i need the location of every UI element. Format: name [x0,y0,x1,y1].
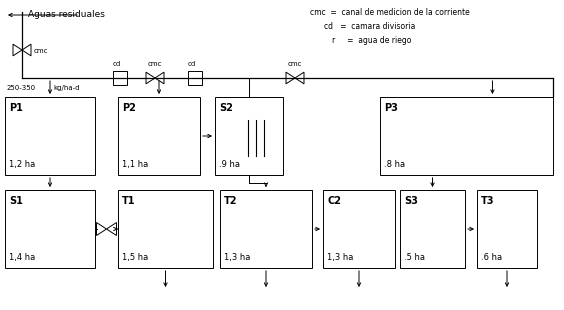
Polygon shape [146,72,155,84]
Bar [477,190,537,268]
Text: r     =  agua de riego: r = agua de riego [332,36,411,45]
Bar [113,71,127,85]
Text: P2: P2 [122,103,136,113]
Bar [220,190,312,268]
Text: 1,1 ha: 1,1 ha [122,160,148,169]
Polygon shape [286,72,295,84]
Text: S3: S3 [404,196,418,206]
Bar [118,190,213,268]
Text: .8 ha: .8 ha [384,160,405,169]
Text: cmc: cmc [34,48,49,54]
Polygon shape [295,72,304,84]
Text: T2: T2 [224,196,237,206]
Bar [5,190,95,268]
Text: .9 ha: .9 ha [219,160,240,169]
Bar [5,97,95,175]
Text: cmc: cmc [148,61,162,67]
Polygon shape [96,223,107,236]
Text: 1,4 ha: 1,4 ha [9,253,35,262]
Text: C2: C2 [327,196,341,206]
Text: P1: P1 [9,103,23,113]
Bar [215,97,283,175]
Text: .6 ha: .6 ha [481,253,502,262]
Text: Aguas residuales: Aguas residuales [28,10,105,19]
Text: P3: P3 [384,103,398,113]
Bar [188,71,202,85]
Text: cd: cd [188,61,196,67]
Text: 1,3 ha: 1,3 ha [224,253,250,262]
Text: 1,2 ha: 1,2 ha [9,160,35,169]
Text: kg/ha-d: kg/ha-d [53,85,80,91]
Text: 1,5 ha: 1,5 ha [122,253,148,262]
Bar [400,190,465,268]
Text: T3: T3 [481,196,495,206]
Text: cmc: cmc [288,61,302,67]
Bar [118,97,200,175]
Polygon shape [155,72,164,84]
Text: S1: S1 [9,196,23,206]
Text: S2: S2 [219,103,233,113]
Text: 250-350: 250-350 [7,85,36,91]
Bar [323,190,395,268]
Text: T1: T1 [122,196,135,206]
Text: .5 ha: .5 ha [404,253,425,262]
Polygon shape [13,44,22,56]
Bar [380,97,553,175]
Text: cd: cd [113,61,121,67]
Text: cd   =  camara divisoria: cd = camara divisoria [324,22,415,31]
Text: cmc  =  canal de medicion de la corriente: cmc = canal de medicion de la corriente [310,8,470,17]
Polygon shape [107,223,117,236]
Text: 1,3 ha: 1,3 ha [327,253,354,262]
Polygon shape [22,44,31,56]
